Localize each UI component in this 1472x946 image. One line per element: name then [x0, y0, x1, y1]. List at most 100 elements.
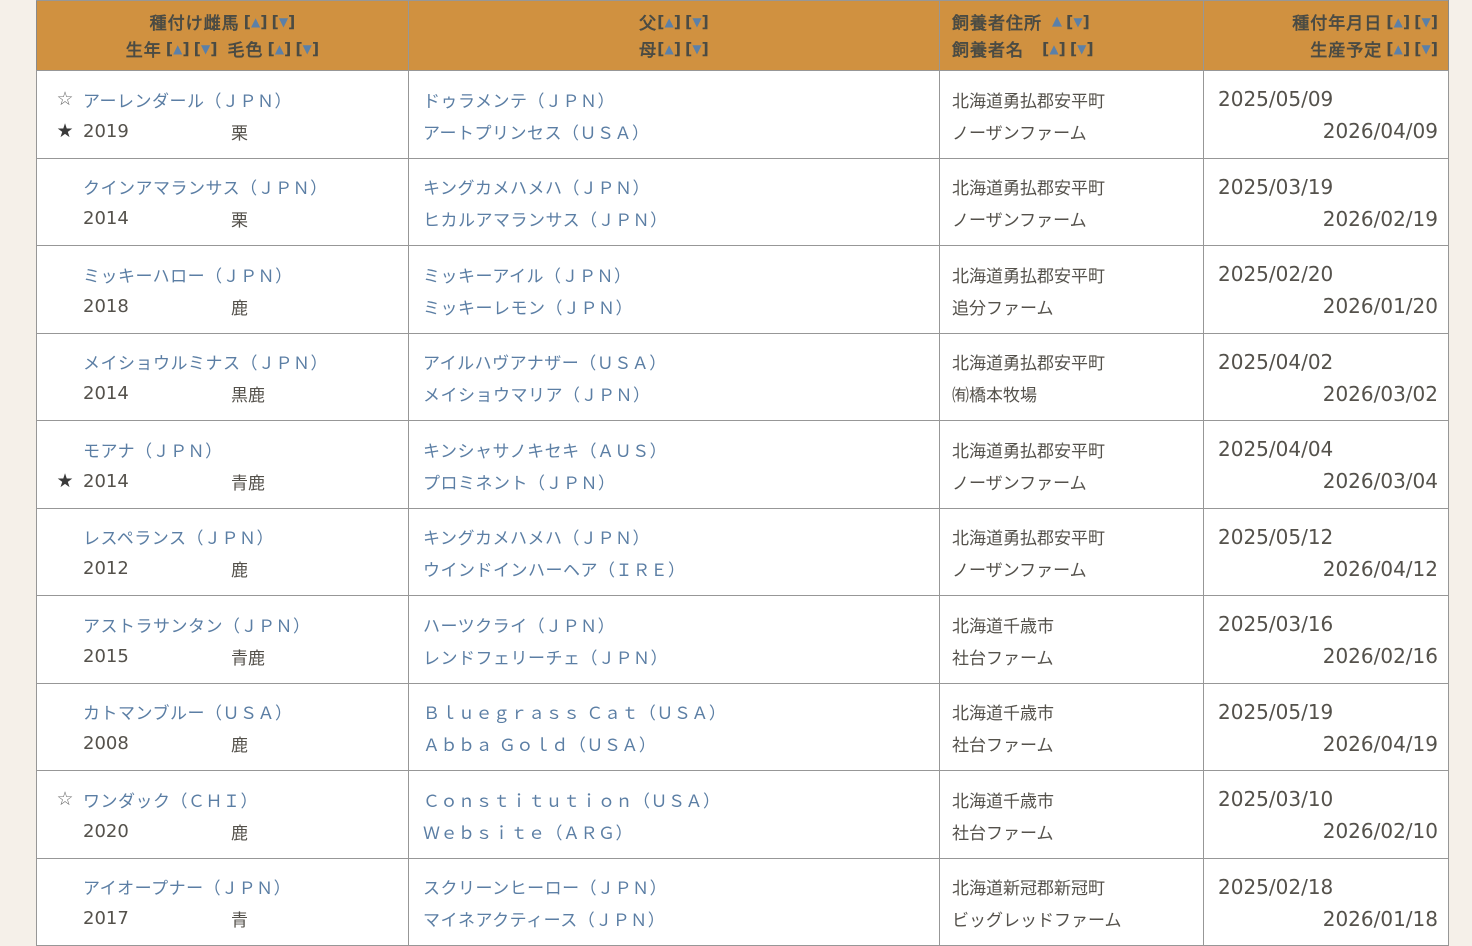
keeper-name-value: ノーザンファーム	[952, 123, 1087, 144]
birth-year-value: 2014	[83, 383, 129, 404]
dates-cell: 2025/05/19 2026/04/19	[1203, 682, 1449, 771]
keeper-cell: 北海道勇払郡安平町 ノーザンファーム	[939, 420, 1204, 509]
mare-link[interactable]: レスペランス（ＪＰＮ）	[83, 529, 274, 549]
col-header-mare: 種付け雌馬 [▲] [▼] 生年 [▲] [▼] 毛色 [▲] [▼]	[36, 0, 409, 71]
coat-color-value: 鹿	[231, 298, 248, 319]
sort-sire-desc-button[interactable]: [▼]	[685, 11, 709, 31]
birth-year-value: 2012	[83, 558, 129, 579]
mare-link[interactable]: カトマンブルー（ＵＳＡ）	[83, 704, 293, 724]
mare-link[interactable]: メイショウルミナス（ＪＰＮ）	[83, 354, 328, 374]
dam-link[interactable]: Ａｂｂａ Ｇｏｌｄ（ＵＳＡ）	[423, 736, 657, 756]
sire-link[interactable]: ミッキーアイル（ＪＰＮ）	[423, 266, 632, 287]
sort-keeper-address-desc-button[interactable]: [▼]	[1066, 11, 1090, 31]
col-header-sire-dam: 父 [▲] [▼] 母 [▲] [▼]	[408, 0, 940, 71]
mare-link[interactable]: モアナ（ＪＰＮ）	[83, 441, 223, 462]
sort-keeper-name-asc-button[interactable]: [▲]	[1042, 38, 1066, 58]
keeper-name-value: ノーザンファーム	[952, 561, 1087, 581]
keeper-address-value: 北海道千歳市	[952, 616, 1054, 637]
keeper-name-value: 社台ファーム	[952, 823, 1054, 844]
sire-link[interactable]: キングカメハメハ（ＪＰＮ）	[423, 529, 650, 549]
sort-keeper-name-desc-button[interactable]: [▼]	[1069, 38, 1094, 58]
mating-date-value: 2025/03/10	[1218, 787, 1334, 811]
mating-date-value: 2025/05/09	[1218, 87, 1334, 111]
birth-year-value: 2014	[83, 470, 129, 492]
mare-row: ☆ アーレンダール（ＪＰＮ） ★ 2019 栗 ドゥラメンテ（ＪＰＮ） アートプ…	[36, 70, 1449, 159]
mare-row: カトマンブルー（ＵＳＡ） 2008 鹿 Ｂｌｕｅｇｒａｓｓ Ｃａｔ（ＵＳＡ） Ａ…	[36, 682, 1449, 771]
mare-row: クインアマランサス（ＪＰＮ） 2014 栗 キングカメハメハ（ＪＰＮ） ヒカルア…	[36, 157, 1449, 246]
keeper-cell: 北海道勇払郡安平町 ㈲橋本牧場	[939, 332, 1204, 421]
keeper-name-value: 社台ファーム	[952, 648, 1054, 669]
sort-dam-asc-button[interactable]: [▲]	[657, 38, 681, 58]
sire-link[interactable]: アイルハヴアナザー（ＵＳＡ）	[423, 354, 667, 374]
mare-row: アストラサンタン（ＪＰＮ） 2015 青鹿 ハーツクライ（ＪＰＮ） レンドフェリ…	[36, 595, 1449, 684]
mare-link[interactable]: アストラサンタン（ＪＰＮ）	[83, 616, 311, 637]
col-header-keeper: 飼養者住所 ▲ [▼] 飼養者名 [▲] [▼]	[939, 0, 1204, 71]
keeper-name-value: 追分ファーム	[952, 298, 1054, 319]
sort-birth-year-desc-button[interactable]: [▼]	[193, 38, 218, 58]
sort-due-date-asc-button[interactable]: [▲]	[1386, 38, 1411, 58]
sire-link[interactable]: ドゥラメンテ（ＪＰＮ）	[423, 91, 615, 112]
keeper-address-value: 北海道勇払郡安平町	[952, 179, 1105, 199]
dam-link[interactable]: Ｗｅｂｓｉｔｅ（ＡＲＧ）	[423, 823, 633, 844]
keeper-name-value: 社台ファーム	[952, 736, 1054, 756]
keeper-cell: 北海道千歳市 社台ファーム	[939, 770, 1204, 859]
sort-desc-icon: ▼	[692, 41, 702, 56]
dam-header-label: 母	[639, 41, 658, 61]
sire-link[interactable]: キンシャサノキセキ（ＡＵＳ）	[423, 441, 668, 462]
dam-link[interactable]: ウインドインハーヘア（ＩＲＥ）	[423, 561, 686, 581]
sire-link[interactable]: スクリーンヒーロー（ＪＰＮ）	[423, 879, 668, 899]
sort-coat-asc-button[interactable]: [▲]	[267, 38, 292, 58]
dam-link[interactable]: ミッキーレモン（ＪＰＮ）	[423, 298, 633, 319]
mating-date-value: 2025/02/20	[1218, 262, 1334, 286]
coat-color-value: 黒鹿	[231, 386, 265, 406]
sort-dam-desc-button[interactable]: [▼]	[685, 38, 709, 58]
keeper-address-value: 北海道勇払郡安平町	[952, 354, 1105, 374]
keeper-address-value: 北海道千歳市	[952, 791, 1054, 812]
sort-due-date-desc-button[interactable]: [▼]	[1414, 38, 1438, 58]
sire-link[interactable]: ハーツクライ（ＪＰＮ）	[423, 616, 616, 637]
mare-link[interactable]: ミッキーハロー（ＪＰＮ）	[83, 266, 293, 287]
sort-keeper-address-asc-active-icon[interactable]: ▲	[1052, 14, 1062, 29]
mare-row: モアナ（ＪＰＮ） ★ 2014 青鹿 キンシャサノキセキ（ＡＵＳ） プロミネント…	[36, 420, 1449, 509]
mare-link[interactable]: クインアマランサス（ＪＰＮ）	[83, 179, 328, 199]
sort-sire-asc-button[interactable]: [▲]	[657, 11, 681, 31]
dam-link[interactable]: メイショウマリア（ＪＰＮ）	[423, 386, 651, 406]
sire-dam-cell: キンシャサノキセキ（ＡＵＳ） プロミネント（ＪＰＮ）	[408, 420, 940, 509]
mare-link[interactable]: ワンダック（ＣＨＩ）	[83, 791, 258, 812]
dates-cell: 2025/03/16 2026/02/16	[1203, 595, 1449, 684]
favorite-star-filled-icon: ★	[56, 120, 74, 142]
coat-color-value: 青鹿	[231, 473, 265, 494]
due-date-value: 2026/02/10	[1322, 819, 1438, 843]
keeper-name-header-label: 飼養者名	[952, 41, 1024, 61]
mating-mares-table: 種付け雌馬 [▲] [▼] 生年 [▲] [▼] 毛色 [▲] [▼] 父 [▲…	[36, 0, 1449, 946]
dam-link[interactable]: レンドフェリーチェ（ＪＰＮ）	[423, 648, 668, 669]
sort-birth-year-asc-button[interactable]: [▲]	[165, 38, 190, 58]
sort-mating-date-desc-button[interactable]: [▼]	[1414, 11, 1438, 31]
sort-mating-date-asc-button[interactable]: [▲]	[1386, 11, 1411, 31]
dam-link[interactable]: マイネアクティース（ＪＰＮ）	[423, 911, 666, 931]
sort-asc-icon: ▲	[250, 14, 261, 29]
keeper-address-value: 北海道勇払郡安平町	[952, 266, 1105, 287]
mare-link[interactable]: アーレンダール（ＪＰＮ）	[83, 91, 292, 112]
sort-mare-desc-button[interactable]: [▼]	[271, 11, 296, 31]
dam-link[interactable]: プロミネント（ＪＰＮ）	[423, 473, 616, 494]
col-header-dates: 種付年月日 [▲] [▼] 生産予定 [▲] [▼]	[1203, 0, 1449, 71]
sire-link[interactable]: Ｂｌｕｅｇｒａｓｓ Ｃａｔ（ＵＳＡ）	[423, 704, 727, 724]
dates-cell: 2025/02/18 2026/01/18	[1203, 857, 1449, 946]
mare-link[interactable]: アイオープナー（ＪＰＮ）	[83, 879, 292, 899]
sire-link[interactable]: Ｃｏｎｓｔｉｔｕｔｉｏｎ（ＵＳＡ）	[423, 791, 721, 812]
sort-coat-desc-button[interactable]: [▼]	[295, 38, 320, 58]
due-date-value: 2026/01/20	[1322, 294, 1438, 318]
sire-link[interactable]: キングカメハメハ（ＪＰＮ）	[423, 179, 650, 199]
dam-link[interactable]: ヒカルアマランサス（ＪＰＮ）	[423, 211, 668, 231]
dam-link[interactable]: アートプリンセス（ＵＳＡ）	[423, 123, 650, 144]
due-date-header-label: 生産予定	[1310, 41, 1383, 61]
sort-desc-icon: ▼	[1077, 41, 1087, 56]
sort-mare-asc-button[interactable]: [▲]	[243, 11, 268, 31]
mare-cell: アストラサンタン（ＪＰＮ） 2015 青鹿	[36, 595, 409, 684]
keeper-address-header-label: 飼養者住所	[952, 14, 1042, 34]
mating-date-header-label: 種付年月日	[1292, 14, 1383, 34]
due-date-value: 2026/03/02	[1322, 381, 1438, 406]
coat-color-value: 鹿	[231, 736, 248, 756]
due-date-value: 2026/04/09	[1322, 119, 1438, 143]
